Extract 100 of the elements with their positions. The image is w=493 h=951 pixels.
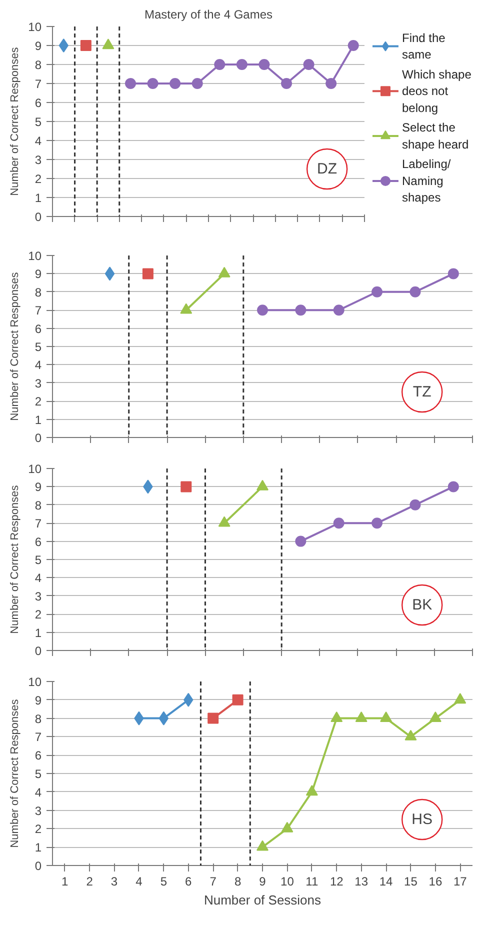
legend-label: Which shape deos not belong [402, 67, 472, 115]
y-tick-label: 5 [34, 340, 42, 354]
point [104, 266, 115, 281]
x-tick-label: 5 [160, 874, 168, 888]
y-tick-label: 9 [34, 267, 42, 282]
y-tick-label: 3 [34, 376, 42, 390]
y-tick-label: 1 [34, 840, 42, 855]
legend-label: Find the same [402, 30, 446, 62]
y-tick-label: 5 [34, 553, 42, 567]
y-tick-label: 1 [34, 412, 42, 427]
point [147, 78, 158, 89]
point [348, 40, 359, 51]
point [58, 38, 68, 52]
y-tick-label: 4 [34, 134, 42, 148]
point [170, 78, 181, 89]
y-tick-label: 3 [34, 589, 42, 604]
y-tick-label: 6 [34, 322, 42, 336]
y-tick-label: 8 [34, 285, 42, 300]
legend-label: Select the shape heard [402, 120, 469, 152]
x-tick-label: 12 [330, 874, 344, 888]
point [256, 840, 268, 851]
y-tick-label: 7 [34, 516, 42, 531]
point [326, 78, 337, 89]
y-tick-label: 3 [34, 804, 42, 818]
y-tick-label: 6 [34, 748, 42, 763]
y-tick-label: 9 [34, 480, 42, 494]
annotation: DZ [317, 160, 338, 178]
x-tick-label: 2 [86, 874, 94, 888]
y-tick-label: 2 [34, 394, 42, 409]
y-tick-label: 6 [34, 96, 42, 110]
y-tick-label: 0 [34, 431, 42, 445]
point [192, 78, 203, 89]
y-axis-title: Number of Correct Responses [9, 484, 22, 634]
point [372, 286, 383, 298]
point [448, 481, 459, 492]
y-tick-label: 5 [34, 767, 42, 781]
x-tick-label: 14 [379, 874, 394, 888]
x-tick-label: 4 [136, 874, 143, 888]
y-tick-label: 6 [34, 534, 42, 549]
point [295, 536, 306, 547]
point [330, 711, 343, 722]
point [142, 268, 154, 280]
point [257, 304, 268, 316]
point [232, 694, 244, 706]
point [410, 499, 421, 510]
x-tick-label: 16 [428, 874, 442, 888]
y-tick-label: 4 [34, 571, 42, 586]
point [281, 822, 294, 832]
x-tick-label: 13 [354, 874, 368, 888]
point [333, 304, 344, 316]
y-tick-label: 7 [34, 304, 42, 318]
y-tick-label: 9 [34, 39, 42, 53]
x-tick-label: 1 [62, 874, 69, 888]
point [236, 59, 248, 70]
y-tick-label: 0 [34, 644, 42, 658]
y-tick-label: 7 [34, 77, 42, 91]
x-tick-label: 8 [234, 874, 242, 888]
y-tick-label: 8 [34, 58, 42, 72]
point [410, 286, 421, 298]
x-tick-label: 9 [259, 874, 266, 888]
x-tick-label: 7 [210, 874, 217, 888]
y-tick-label: 10 [28, 249, 42, 263]
y-axis-title: Number of Correct Responses [9, 46, 22, 196]
y-tick-label: 2 [34, 172, 42, 186]
point [454, 693, 466, 704]
point [306, 785, 318, 796]
point [158, 711, 169, 726]
point [180, 481, 192, 492]
point [125, 78, 136, 89]
x-axis-title: Number of Sessions [204, 892, 322, 908]
x-tick-label: 15 [404, 874, 418, 888]
point [333, 518, 344, 529]
point [295, 304, 306, 316]
y-tick-label: 9 [34, 693, 42, 708]
y-tick-label: 10 [28, 675, 42, 689]
x-tick-label: 17 [453, 874, 468, 888]
point [448, 268, 459, 280]
x-tick-label: 6 [185, 874, 192, 888]
annotation: TZ [412, 384, 432, 400]
point [404, 730, 417, 740]
legend-label: Labeling/ Naming shapes [402, 157, 452, 205]
y-tick-label: 8 [34, 498, 42, 512]
y-axis-title: Number of Correct Responses [9, 272, 22, 421]
point [258, 59, 270, 70]
point [380, 711, 392, 722]
y-tick-label: 0 [34, 859, 42, 873]
y-tick-label: 2 [34, 608, 42, 622]
y-tick-label: 7 [34, 730, 42, 744]
point [214, 59, 226, 70]
y-tick-label: 0 [34, 210, 42, 224]
y-tick-label: 4 [34, 358, 42, 372]
y-tick-label: 1 [34, 626, 42, 640]
y-tick-label: 10 [28, 20, 42, 34]
x-tick-label: 11 [306, 874, 318, 888]
chart-title: Mastery of the 4 Games [144, 8, 273, 22]
point [208, 712, 219, 724]
y-tick-label: 3 [34, 153, 42, 167]
point [102, 38, 114, 50]
point [429, 711, 442, 722]
y-tick-label: 10 [28, 462, 42, 476]
